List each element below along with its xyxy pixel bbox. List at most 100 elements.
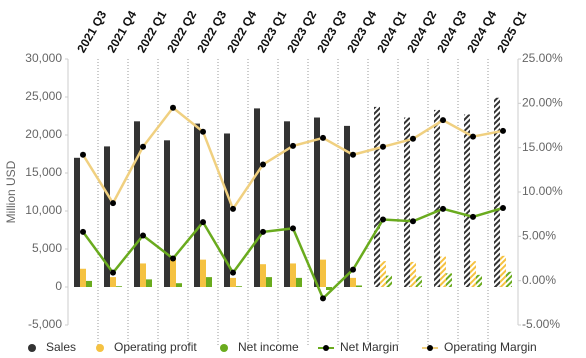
line-point [80,228,86,235]
bar [140,263,146,287]
line-point [170,104,176,111]
bar [446,273,452,287]
y-tick-label: 10,000 [25,203,62,217]
line-point [260,161,266,168]
legend-label: Operating profit [114,340,197,354]
bar [116,286,122,287]
y2-tick-label: 25.00% [522,51,563,65]
bar [290,263,296,287]
bar [86,280,92,287]
line-point [230,205,236,212]
bar [80,268,86,287]
line-point [320,134,326,141]
bar [416,276,422,287]
bar [194,123,200,287]
bar [404,117,410,288]
legend-label: Net Margin [340,340,399,354]
legend-marker [220,344,228,352]
bar [410,261,416,287]
bar [464,114,470,287]
line-point [350,266,356,273]
line-point [500,127,506,134]
line-point [440,117,446,124]
bar [296,277,302,287]
line-point [110,269,116,276]
line-point [170,255,176,262]
bar [284,121,290,287]
bar [146,279,152,287]
line-point [440,205,446,212]
line-point [380,216,386,223]
legend-marker [28,344,36,352]
line-point [140,232,146,239]
y2-tick-label: 0.00% [522,273,556,287]
bar [320,259,326,287]
legend-marker [427,345,433,351]
bar [254,108,260,288]
y-tick-label: 5,000 [32,241,62,255]
bar [506,271,512,287]
bar [200,259,206,287]
bar [476,274,482,287]
y2-tick-label: 5.00% [522,229,556,243]
legend-label: Sales [46,340,76,354]
y-tick-label: 0 [55,279,62,293]
y2-tick-label: 15.00% [522,140,563,154]
legend-marker [323,345,329,351]
bar [266,277,272,287]
line-point [410,218,416,225]
line-point [380,143,386,150]
bar [470,261,476,287]
legend-marker [96,344,104,352]
x-tick-label: 2025 Q1 [494,8,529,55]
bar [500,255,506,287]
y2-tick-label: -5.00% [522,317,560,331]
y-tick-label: 25,000 [25,89,62,103]
line-point [290,225,296,232]
bar [224,133,230,287]
legend-label: Operating Margin [444,340,537,354]
bar [344,125,350,287]
bar [104,146,110,287]
line-point [290,142,296,149]
bar [434,109,440,287]
y-tick-label: 30,000 [25,51,62,65]
y-tick-label: -5,000 [28,317,62,331]
y2-tick-label: 20.00% [522,96,563,110]
y-axis-label: Million USD [4,160,18,223]
bar [110,277,116,287]
line-point [500,204,506,211]
line-point [200,219,206,226]
bar [260,264,266,287]
bar [380,261,386,287]
bar [494,97,500,287]
legend-label: Net income [238,340,299,354]
bar [230,277,236,287]
bar [386,275,392,287]
line-point [410,135,416,142]
bar [170,257,176,287]
line-point [320,295,326,302]
line-point [140,143,146,150]
line-point [230,269,236,276]
line-point [470,133,476,140]
bar [440,256,446,287]
bar [236,286,242,287]
bar [74,157,80,287]
line-point [200,128,206,135]
line-point [110,200,116,207]
y-tick-label: 20,000 [25,127,62,141]
bar [350,277,356,287]
line-point [80,151,86,158]
bar [374,106,380,287]
bar [206,277,212,287]
y-tick-label: 15,000 [25,165,62,179]
bar [164,140,170,287]
bar [314,117,320,288]
bar [356,285,362,287]
bar [326,287,332,291]
line-point [260,228,266,235]
bar [176,283,182,287]
line-point [350,151,356,158]
